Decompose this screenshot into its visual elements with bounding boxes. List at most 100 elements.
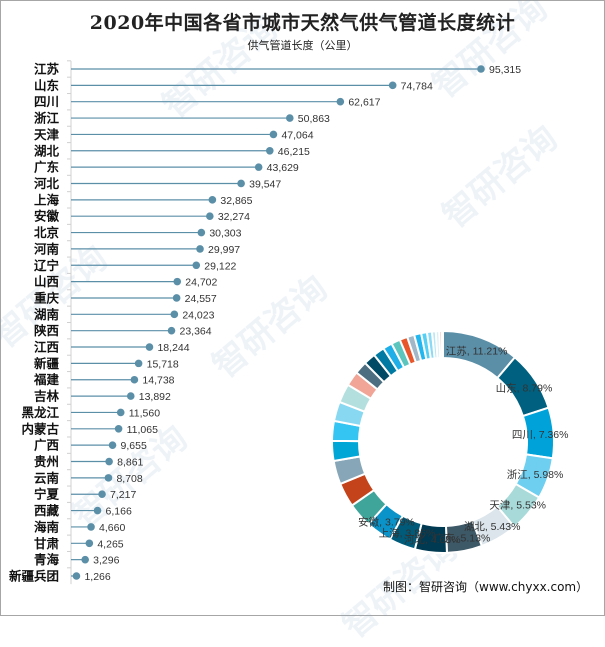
lollipop-dot [172, 294, 181, 302]
category-label: 陕西 [34, 323, 59, 338]
lollipop-dot [72, 572, 81, 580]
value-label: 11,065 [127, 424, 158, 436]
chart-title: 2020年中国各省市城市天然气供气管道长度统计 [89, 12, 516, 34]
value-label: 39,547 [249, 178, 281, 190]
category-label: 天津 [34, 127, 60, 142]
donut-slice-label: 上海, 3.86% [379, 527, 436, 540]
category-label: 广东 [34, 160, 60, 175]
value-label: 11,560 [129, 407, 160, 419]
lollipop-dot [104, 474, 113, 482]
category-label: 安徽 [34, 209, 60, 224]
donut-slice-label: 四川, 7.36% [512, 429, 569, 441]
lollipop-dot [87, 523, 95, 531]
category-label: 江西 [34, 340, 59, 355]
value-label: 18,244 [157, 342, 189, 354]
value-label: 4,660 [99, 522, 125, 534]
category-label: 四川 [34, 94, 59, 109]
lollipop-dot [105, 457, 113, 466]
category-label: 河南 [34, 241, 60, 256]
category-label: 上海 [34, 192, 60, 207]
donut-slice-label: 天津, 5.53% [489, 500, 546, 512]
donut-chart: 江苏, 11.21% 山东, 8.79% 四川, 7.36% 浙江, 5.98% 天津,… [330, 329, 569, 554]
category-label: 山东 [34, 78, 60, 93]
category-label: 山西 [34, 274, 59, 289]
value-label: 9,655 [121, 440, 147, 452]
value-label: 32,274 [218, 211, 250, 223]
lollipop-dot [192, 261, 201, 270]
value-label: 13,892 [139, 391, 171, 403]
value-label: 50,863 [298, 113, 330, 125]
value-label: 8,861 [117, 457, 143, 469]
value-label: 1,266 [84, 571, 110, 583]
lollipop-dot [254, 163, 263, 171]
category-label: 江苏 [34, 62, 60, 77]
category-label: 广西 [34, 438, 59, 453]
lollipop-dot [85, 539, 94, 548]
category-label: 西藏 [34, 503, 60, 518]
lollipop-dot [93, 506, 102, 515]
lollipop-dot [81, 555, 89, 564]
donut-slice-label: 安徽, 3.79% [358, 515, 415, 528]
chart-subtitle: 供气管道长度（公里） [247, 39, 358, 52]
category-label: 重庆 [34, 290, 60, 305]
value-label: 6,166 [106, 506, 132, 518]
lollipop-dot [134, 359, 143, 368]
value-label: 29,122 [204, 260, 236, 272]
lollipop-dot [285, 114, 294, 122]
lollipop-dot [170, 310, 179, 319]
category-label: 辽宁 [34, 258, 59, 273]
value-label: 8,708 [116, 473, 142, 485]
lollipop-dot [208, 196, 217, 204]
lollipop-dot [196, 245, 204, 253]
value-label: 24,557 [185, 293, 217, 305]
value-label: 14,738 [142, 375, 174, 387]
value-label: 32,865 [220, 195, 252, 207]
source-note: 制图：智研咨询（www.chyxx.com） [383, 580, 589, 594]
category-label: 内蒙古 [21, 421, 59, 436]
lollipop-dot [269, 130, 278, 139]
donut-slice-label: 山东, 8.79% [496, 382, 553, 395]
category-label: 河北 [34, 176, 60, 191]
value-label: 3,296 [93, 555, 119, 567]
lollipop-series: 江苏 95,315 山东 74,784 四川 62,617 浙江 50,863 天津 47,064… [9, 60, 521, 585]
lollipop-dot [173, 277, 182, 286]
value-label: 30,303 [209, 228, 241, 240]
value-label: 23,364 [180, 326, 212, 338]
value-label: 15,718 [147, 358, 179, 370]
lollipop-dot [167, 326, 176, 335]
category-label: 宁夏 [34, 487, 60, 502]
lollipop-dot [388, 81, 397, 90]
lollipop-dot [108, 441, 117, 449]
category-label: 云南 [34, 470, 60, 485]
category-label: 新疆兵团 [9, 569, 59, 584]
lollipop-dot [126, 392, 135, 400]
category-label: 吉林 [34, 389, 60, 404]
donut-slice [440, 329, 444, 360]
category-label: 浙江 [34, 111, 60, 126]
lollipop-dot [206, 212, 214, 220]
value-label: 46,215 [278, 146, 310, 158]
lollipop-dot [336, 97, 345, 106]
category-label: 福建 [33, 372, 60, 387]
donut-slice-label: 浙江, 5.98% [507, 469, 564, 481]
value-label: 24,023 [182, 309, 214, 321]
value-label: 4,265 [97, 538, 123, 550]
donut-slice [331, 439, 362, 463]
category-label: 贵州 [34, 454, 59, 469]
donut-slice-label: 江苏, 11.21% [446, 344, 508, 357]
value-label: 74,784 [401, 80, 433, 92]
lollipop-dot [114, 425, 123, 433]
lollipop-dot [265, 146, 274, 155]
lollipop-dot [237, 179, 245, 188]
category-label: 海南 [34, 519, 60, 534]
value-label: 47,064 [281, 129, 313, 141]
donut-slice-label: 河北, 4.65% [404, 534, 461, 546]
lollipop-dot [130, 375, 139, 384]
category-label: 黑龙江 [21, 405, 59, 420]
lollipop-dot [477, 65, 485, 73]
value-label: 7,217 [110, 489, 136, 501]
value-label: 43,629 [267, 162, 299, 174]
category-label: 北京 [34, 225, 60, 240]
lollipop-dot [145, 343, 154, 351]
category-label: 青海 [34, 552, 60, 567]
